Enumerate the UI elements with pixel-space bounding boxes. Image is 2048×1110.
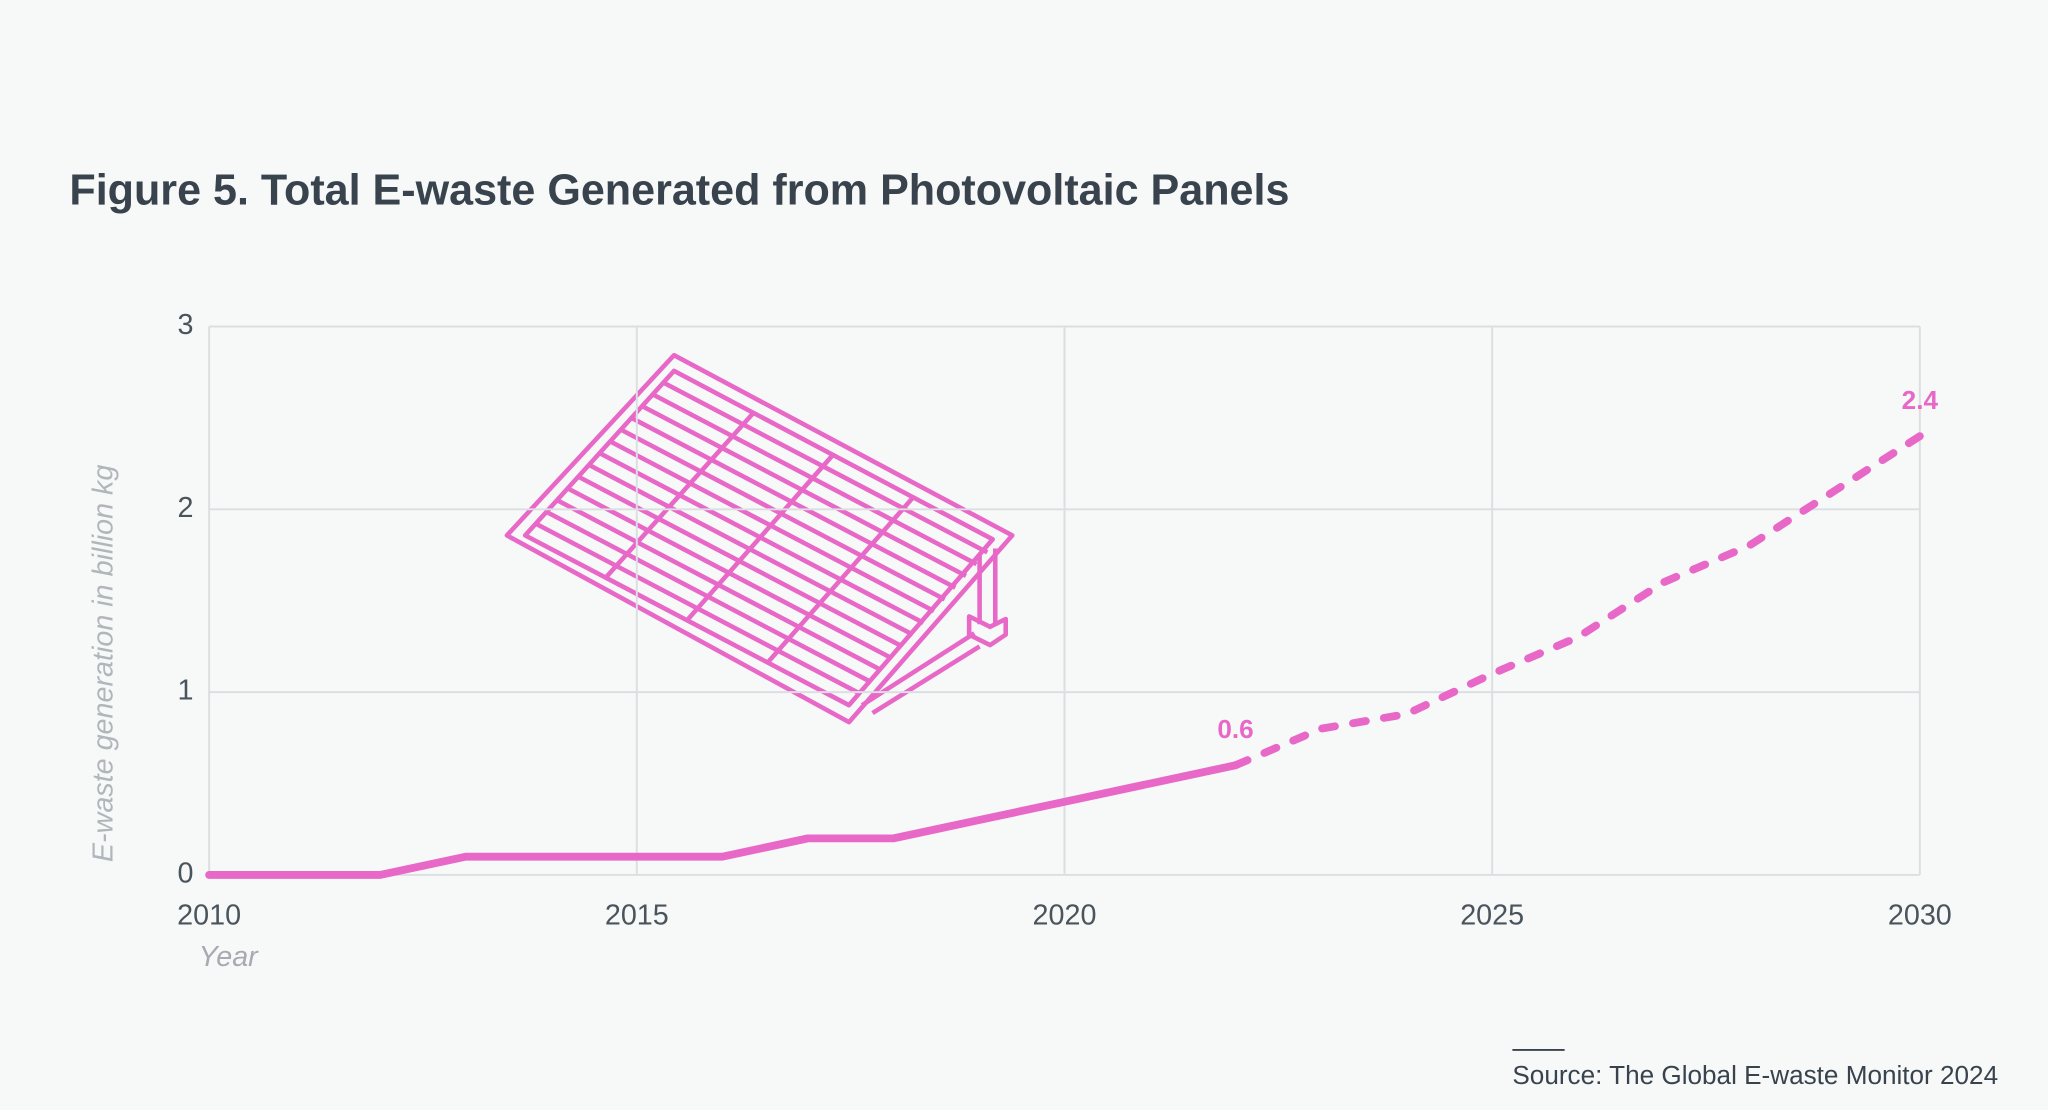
y-axis-label: E-waste generation in billion kg — [87, 465, 119, 863]
x-tick-label: 2015 — [605, 899, 669, 931]
line-series — [1231, 432, 1924, 770]
x-tick-label: 2020 — [1033, 899, 1097, 931]
solar-panel-icon — [504, 352, 1015, 725]
data-label: 0.6 — [1217, 714, 1253, 744]
source: Source: The Global E-waste Monitor 2024 — [1512, 1060, 1998, 1090]
x-axis-label: Year — [199, 941, 260, 973]
x-tick-label: 2010 — [177, 899, 241, 931]
data-label: 2.4 — [1902, 385, 1939, 415]
chart-title: Figure 5. Total E-waste Generated from P… — [69, 167, 1289, 215]
x-tick-label: 2025 — [1460, 899, 1524, 931]
y-tick-label: 1 — [177, 675, 193, 707]
y-tick-label: 0 — [177, 858, 193, 890]
x-tick-label: 2030 — [1888, 899, 1952, 931]
y-tick-label: 3 — [177, 309, 193, 341]
line-series — [205, 761, 1240, 879]
y-tick-label: 2 — [177, 492, 193, 524]
